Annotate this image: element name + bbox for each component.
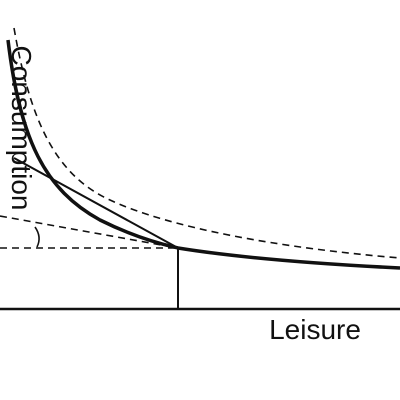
dashed-line xyxy=(0,215,179,249)
dashed-curve xyxy=(13,27,400,259)
budget-line xyxy=(13,157,179,249)
angle-arc xyxy=(34,226,40,248)
y-axis-label: Consumption xyxy=(6,46,37,211)
x-axis-label: Leisure xyxy=(269,314,361,345)
indifference-curve xyxy=(6,39,400,270)
